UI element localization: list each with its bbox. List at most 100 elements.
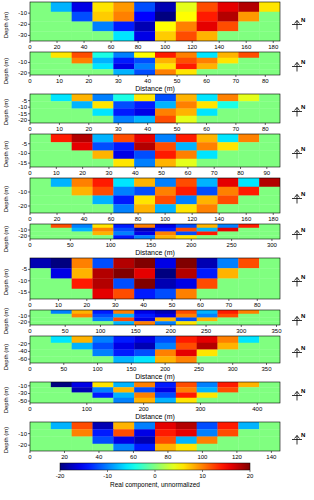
cell — [93, 101, 114, 109]
x-tick — [30, 167, 31, 169]
cell — [113, 134, 134, 143]
panel: 0102030405060708090-5-10-15Depth (m)N — [3, 134, 305, 176]
x-tick-label: 10 — [56, 126, 63, 132]
colorbar-tick — [202, 470, 203, 472]
x-tick — [219, 41, 220, 43]
figure: 020406080100120140160180-10-20-30Depth (… — [0, 0, 314, 500]
cell — [155, 22, 176, 32]
x-tick — [86, 299, 87, 301]
y-label: Depth (m) — [3, 427, 9, 454]
y-tick — [28, 433, 30, 434]
frame — [30, 382, 280, 403]
x-tick-label: 100 — [93, 366, 104, 372]
x-tick — [59, 123, 60, 125]
cell — [197, 187, 218, 196]
cell — [51, 31, 72, 41]
cell — [72, 228, 93, 232]
cell — [134, 64, 155, 70]
x-tick-label: 150 — [131, 328, 142, 334]
cell — [259, 289, 280, 299]
x-tick-label: 30 — [115, 126, 122, 132]
cell — [218, 52, 239, 58]
cell — [218, 336, 239, 343]
x-tick-label: 0 — [28, 170, 32, 176]
cell — [197, 321, 218, 325]
x-tick-label: 100 — [106, 242, 117, 248]
cell — [155, 310, 176, 314]
cell — [155, 159, 176, 167]
cell — [93, 69, 114, 75]
x-tick-label: 100 — [95, 328, 106, 334]
cell — [197, 350, 218, 357]
cell — [51, 235, 72, 239]
y-tick-label: -40 — [18, 348, 27, 354]
x-tick-label: 60 — [197, 302, 204, 308]
cell — [259, 429, 280, 437]
cell — [197, 258, 218, 269]
cell — [93, 94, 114, 102]
north-label: N — [301, 345, 305, 351]
cell — [259, 69, 280, 75]
cell — [218, 350, 239, 357]
cell — [218, 393, 239, 399]
x-tick-label: 20 — [54, 44, 61, 50]
cell — [197, 134, 218, 143]
frame — [30, 178, 280, 213]
cell — [72, 224, 93, 228]
x-tick-label: 70 — [211, 170, 218, 176]
cell — [155, 393, 176, 399]
cell — [155, 116, 176, 123]
cell — [155, 52, 176, 58]
y-tick — [28, 351, 30, 352]
cell — [30, 187, 51, 196]
cell — [72, 204, 93, 213]
y-tick-label: -20 — [18, 233, 27, 239]
cell — [134, 444, 155, 451]
cell — [155, 289, 176, 299]
x-tick — [257, 299, 258, 301]
cell — [72, 94, 93, 102]
cell — [218, 356, 239, 363]
cell — [176, 321, 197, 325]
cell — [30, 116, 51, 123]
y-tick — [28, 107, 30, 108]
cell — [93, 387, 114, 393]
x-tick — [30, 299, 31, 301]
x-label: Distance (m) — [135, 373, 175, 381]
y-label: Depth (m) — [3, 226, 9, 253]
cell — [238, 224, 259, 228]
cell — [93, 228, 114, 232]
cell — [93, 134, 114, 143]
x-tick — [65, 325, 66, 327]
x-tick — [200, 299, 201, 301]
cell — [238, 350, 259, 357]
x-tick-label: 0 — [28, 44, 32, 50]
cell — [218, 321, 239, 325]
cell — [30, 321, 51, 325]
x-label: Distance (m) — [135, 85, 175, 93]
cell — [30, 204, 51, 213]
cell — [72, 159, 93, 167]
cell — [238, 235, 259, 239]
colorbar-tick — [107, 470, 108, 472]
cell — [197, 235, 218, 239]
x-tick — [63, 363, 64, 365]
cell — [259, 356, 280, 363]
x-tick-label: 120 — [232, 454, 243, 460]
cell — [218, 429, 239, 437]
north-label: N — [301, 432, 305, 438]
panel: 01020304050607080-5-10-15-20Depth (m)N — [3, 94, 305, 132]
cell — [93, 178, 114, 187]
x-tick — [246, 41, 247, 43]
x-tick — [97, 363, 98, 365]
y-label: Depth (m) — [3, 387, 9, 414]
cell — [218, 224, 239, 228]
cell — [218, 134, 239, 143]
cell — [238, 398, 259, 403]
cell — [238, 228, 259, 232]
cell — [72, 69, 93, 75]
cell — [93, 258, 114, 269]
cell — [30, 64, 51, 70]
cell — [259, 204, 280, 213]
cell — [197, 228, 218, 232]
